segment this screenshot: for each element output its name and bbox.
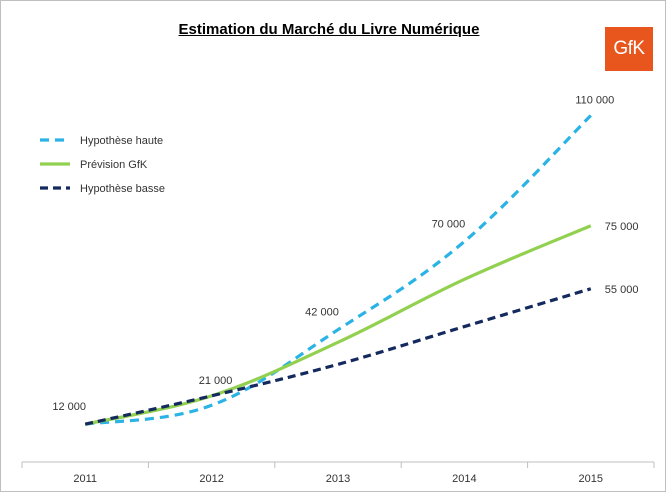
series-line-hypothese-haute (84, 114, 592, 426)
chart-title: Estimation du Marché du Livre Numérique (178, 21, 480, 38)
gfk-logo: GfK (605, 27, 653, 71)
x-tick-label: 2011 (73, 473, 97, 485)
gfk-logo-text: GfK (613, 38, 645, 59)
series-line-hypothese-basse (84, 287, 592, 426)
data-label: 42 000 (305, 307, 339, 319)
data-label: 55 000 (605, 284, 639, 296)
legend-label: Hypothèse haute (80, 135, 163, 147)
data-label: 70 000 (432, 219, 466, 231)
data-label: 110 000 (575, 95, 614, 107)
legend-label: Hypothèse basse (80, 183, 165, 195)
x-tick-label: 2012 (199, 473, 223, 485)
legend-label: Prévision GfK (80, 159, 148, 171)
x-tick-label: 2013 (326, 473, 350, 485)
x-tick-label: 2015 (579, 473, 603, 485)
data-label: 75 000 (605, 221, 639, 233)
data-label: 12 000 (52, 401, 86, 413)
series-line-prevision-gfk (84, 224, 592, 426)
data-label: 21 000 (199, 375, 233, 387)
x-tick-label: 2014 (452, 473, 476, 485)
